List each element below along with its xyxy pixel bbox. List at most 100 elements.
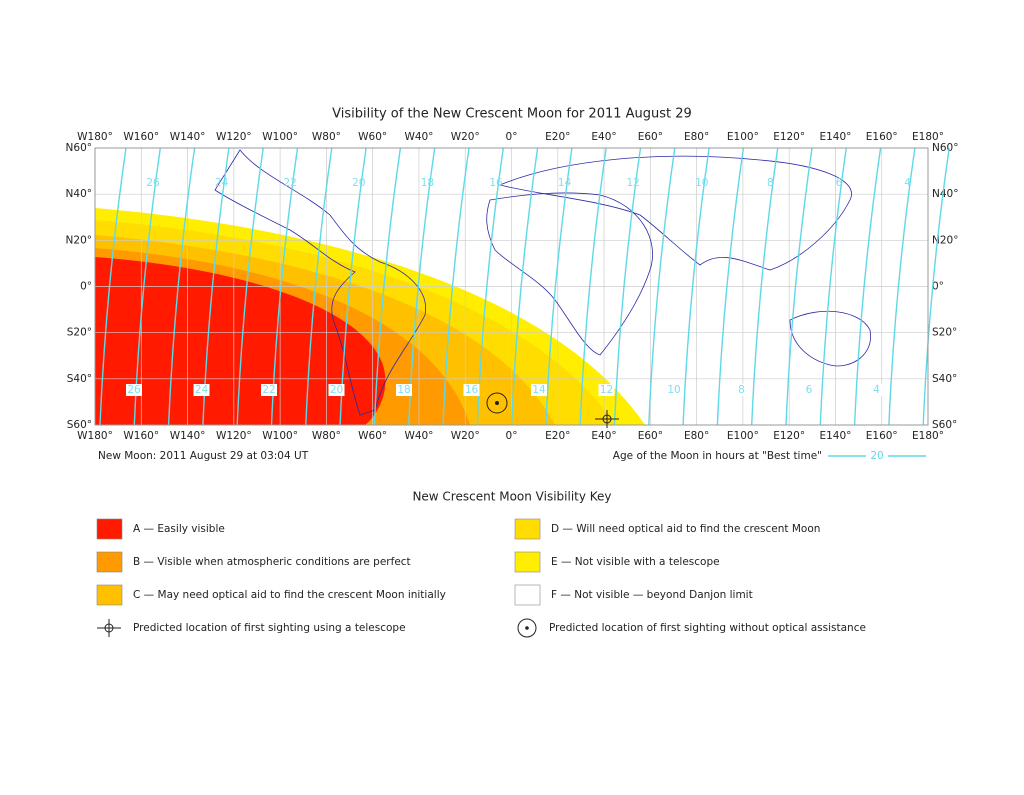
key-label: B — Visible when atmospheric conditions … — [133, 556, 411, 568]
contour-label-top: 26 — [146, 177, 160, 189]
lon-label-bottom: W20° — [451, 430, 480, 442]
lat-label-right: N60° — [932, 142, 958, 154]
lat-label-right: N20° — [932, 234, 958, 246]
contour-label-top: 18 — [421, 177, 434, 189]
lon-label-bottom: E60° — [638, 430, 663, 442]
lon-label-top: W40° — [404, 131, 433, 143]
age-contour — [716, 147, 745, 426]
age-contour — [751, 147, 779, 426]
telescope-marker — [595, 410, 619, 428]
contour-label-bottom: 8 — [738, 384, 745, 396]
contour-label-bottom: 24 — [195, 384, 209, 396]
lat-label-left: S40° — [67, 373, 92, 385]
lon-label-top: W160° — [123, 131, 159, 143]
lon-label-bottom: E80° — [684, 430, 709, 442]
age-contour — [167, 147, 196, 426]
age-contour — [545, 147, 573, 426]
contour-label-box — [801, 384, 817, 396]
key-sighting-label: Predicted location of first sighting wit… — [549, 622, 866, 634]
key-swatch — [96, 518, 123, 540]
lon-label-top: E140° — [819, 131, 851, 143]
contour-label-box — [531, 384, 547, 396]
lon-label-bottom: E140° — [819, 430, 851, 442]
key-swatch — [96, 584, 123, 606]
lon-label-top: E120° — [773, 131, 805, 143]
contour-label-bottom: 22 — [262, 384, 275, 396]
key-swatch — [514, 551, 541, 573]
lon-label-top: W140° — [170, 131, 206, 143]
contour-label-top: 12 — [627, 177, 640, 189]
lon-label-bottom: W100° — [262, 430, 298, 442]
contour-label-bottom: 20 — [330, 384, 343, 396]
lon-label-bottom: W160° — [123, 430, 159, 442]
contour-label-top: 6 — [836, 177, 843, 189]
lon-label-top: E40° — [591, 131, 616, 143]
lat-label-right: S60° — [932, 419, 957, 431]
age-contour — [682, 147, 710, 426]
age-contour — [888, 147, 916, 426]
key-swatch — [96, 551, 123, 573]
lon-label-bottom: W80° — [312, 430, 341, 442]
lon-label-top: E160° — [866, 131, 898, 143]
key: A — Easily visible B — Visible when atmos… — [96, 518, 866, 638]
age-contour — [373, 147, 402, 426]
naked-eye-dot — [495, 401, 499, 405]
lon-label-top: W100° — [262, 131, 298, 143]
age-contour — [236, 147, 264, 426]
lat-label-left: N20° — [66, 234, 92, 246]
key-label: D — Will need optical aid to find the cr… — [551, 523, 820, 535]
key-label: E — Not visible with a telescope — [551, 556, 720, 568]
age-contour — [613, 147, 642, 426]
contour-label-bottom: 16 — [465, 384, 479, 396]
lon-label-top: W80° — [312, 131, 341, 143]
lon-label-bottom: E160° — [866, 430, 898, 442]
lon-label-top: W180° — [77, 131, 113, 143]
lon-label-bottom: W40° — [404, 430, 433, 442]
age-contour — [922, 147, 950, 426]
age-contour — [648, 147, 676, 426]
lon-label-bottom: W140° — [170, 430, 206, 442]
lon-label-top: 0° — [506, 131, 518, 143]
contour-label-box — [463, 384, 480, 396]
lon-label-top: E180° — [912, 131, 944, 143]
contour-label-box — [733, 384, 750, 396]
contour-label-bottom: 6 — [806, 384, 813, 396]
age-sample: 20 — [870, 450, 883, 462]
lon-label-bottom: E180° — [912, 430, 944, 442]
contour-label-bottom: 4 — [873, 384, 880, 396]
zone-a — [95, 257, 386, 425]
lon-label-top: W60° — [358, 131, 387, 143]
lon-label-bottom: W120° — [216, 430, 252, 442]
contour-label-box — [868, 384, 885, 396]
lat-label-left: S60° — [67, 419, 92, 431]
lon-label-top: W20° — [451, 131, 480, 143]
contour-label-bottom: 26 — [127, 384, 141, 396]
age-contour — [579, 147, 607, 426]
key-swatch — [514, 518, 541, 540]
lat-label-right: S20° — [932, 327, 957, 339]
contour-label-bottom: 14 — [532, 384, 546, 396]
age-contour — [99, 147, 127, 426]
age-contour — [785, 147, 813, 426]
key-title: New Crescent Moon Visibility Key — [412, 490, 611, 504]
grid: W180° W180° W160° W160° W140° W140° W120° W120°… — [66, 131, 959, 442]
lon-label-bottom: 0° — [506, 430, 518, 442]
key-label: C — May need optical aid to find the cre… — [133, 589, 446, 601]
age-contour — [853, 147, 882, 426]
coast-australia — [789, 310, 872, 367]
title: Visibility of the New Crescent Moon for … — [332, 107, 692, 122]
map-frame — [94, 147, 929, 426]
key-sighting-label: Predicted location of first sighting usi… — [133, 622, 406, 634]
lon-label-bottom: E120° — [773, 430, 805, 442]
contour-label-box — [261, 384, 277, 396]
contour-label-box — [126, 384, 142, 396]
lon-label-top: E20° — [545, 131, 570, 143]
contour-label-box — [666, 384, 682, 396]
lat-label-right: S40° — [932, 373, 957, 385]
contour-label-bottom: 12 — [600, 384, 613, 396]
lat-label-right: 0° — [932, 281, 944, 293]
age-contour — [510, 147, 539, 426]
naked-eye-marker — [486, 392, 508, 414]
contour-label-top: 14 — [558, 177, 572, 189]
